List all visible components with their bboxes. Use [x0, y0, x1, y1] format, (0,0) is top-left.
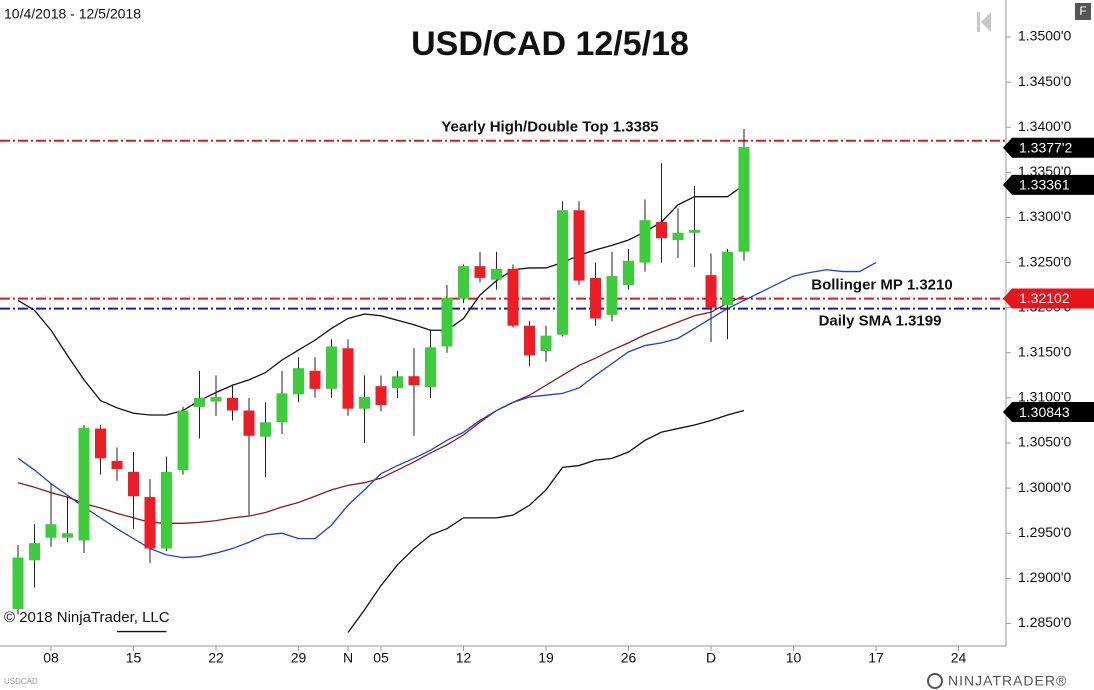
f-button-label: F [1079, 4, 1086, 18]
candle-body [672, 232, 684, 240]
candle-body [474, 266, 486, 278]
candle-body [260, 422, 271, 437]
candle-body [45, 524, 57, 538]
date-range: 10/4/2018 - 12/5/2018 [4, 6, 141, 22]
annotation: Bollinger MP 1.3210 [811, 277, 952, 294]
logo: NINJATRADER® [948, 673, 1067, 689]
y-tick-label: 1.3250'0 [1018, 253, 1071, 269]
candle-body [227, 397, 238, 411]
candle-body [491, 268, 502, 280]
y-tick-label: 1.3500'0 [1018, 28, 1071, 44]
price-marker [1003, 174, 1094, 195]
x-tick-label: 22 [208, 650, 224, 666]
candle-body [623, 260, 634, 286]
candle-body [458, 266, 469, 299]
price-marker [1003, 288, 1094, 309]
annotation: Yearly High/Double Top 1.3385 [441, 119, 658, 136]
y-tick-label: 1.3000'0 [1018, 479, 1071, 495]
y-tick-label: 1.3300'0 [1018, 208, 1071, 224]
candle-body [606, 276, 618, 315]
candle-body [342, 348, 354, 409]
candle-body [425, 347, 436, 388]
candle-body [590, 277, 601, 319]
y-tick-label: 1.3400'0 [1018, 118, 1071, 134]
y-tick-label: 1.2850'0 [1018, 614, 1071, 630]
candle-body [392, 376, 403, 388]
candle-body [276, 393, 288, 423]
candle-body [524, 325, 535, 356]
symbol: USDCAD [4, 677, 38, 686]
candle-body [293, 368, 304, 395]
x-tick-label: D [706, 650, 716, 666]
y-tick-label: 1.3450'0 [1018, 73, 1071, 89]
copyright: © 2018 NinjaTrader, LLC [4, 609, 170, 626]
indicator-line [17, 295, 745, 524]
price-marker-label: 1.33361 [1019, 177, 1070, 193]
candle-body [540, 335, 552, 351]
candle-body [62, 533, 73, 538]
annotation: Daily SMA 1.3199 [819, 313, 942, 330]
x-tick-label: 29 [291, 650, 307, 666]
price-marker-label: 1.3377'2 [1019, 139, 1072, 155]
candle-body [689, 230, 700, 233]
price-marker [1003, 402, 1094, 423]
candle-body [722, 251, 733, 305]
chart-title: USD/CAD 12/5/18 [411, 25, 689, 63]
candle-body [29, 543, 40, 561]
candle-body [639, 220, 651, 263]
x-tick-label: 12 [456, 650, 472, 666]
y-tick-label: 1.3100'0 [1018, 389, 1071, 405]
candle-body [705, 275, 717, 308]
indicator-line [17, 184, 745, 416]
back-arrow [981, 12, 991, 32]
y-tick-label: 1.2950'0 [1018, 524, 1071, 540]
candle-body [573, 210, 585, 281]
indicator-line [17, 261, 877, 559]
candle-body [243, 410, 255, 436]
candle-body [507, 268, 519, 326]
candle-body [441, 297, 453, 347]
candle-body [309, 370, 321, 389]
x-tick-label: N [343, 650, 353, 666]
candle-body [656, 221, 667, 239]
back-bar [977, 12, 980, 32]
x-tick-label: 24 [951, 650, 967, 666]
y-tick-label: 1.2900'0 [1018, 569, 1071, 585]
candle-body [12, 557, 24, 610]
candle-body [359, 396, 370, 409]
indicator-line [117, 409, 745, 633]
candle-body [194, 397, 205, 407]
y-tick-label: 1.3150'0 [1018, 343, 1071, 359]
x-tick-label: 05 [373, 650, 389, 666]
price-marker [1003, 137, 1094, 158]
candle-body [738, 147, 750, 252]
candle-body [375, 386, 387, 406]
candle-body [144, 497, 156, 549]
candle-body [78, 427, 90, 541]
x-tick-label: 08 [43, 650, 59, 666]
candle-body [210, 396, 222, 402]
candle-body [161, 471, 172, 549]
logo-icon [927, 673, 943, 689]
candle-body [95, 428, 106, 459]
y-tick-label: 1.3050'0 [1018, 434, 1071, 450]
price-marker-label: 1.32102 [1019, 290, 1070, 306]
candle-body [326, 346, 337, 389]
plot-area [0, 129, 1006, 633]
candle-body [128, 471, 139, 497]
price-marker-label: 1.30843 [1019, 404, 1070, 420]
back-button[interactable] [977, 12, 991, 32]
x-tick-label: 26 [621, 650, 637, 666]
candle-body [111, 461, 123, 470]
candle-body [408, 376, 420, 386]
x-tick-label: 10 [786, 650, 802, 666]
x-tick-label: 15 [126, 650, 142, 666]
candle-body [557, 210, 568, 335]
candle-body [177, 410, 189, 471]
x-tick-label: 17 [868, 650, 884, 666]
x-tick-label: 19 [538, 650, 554, 666]
f-button[interactable] [1075, 3, 1091, 20]
